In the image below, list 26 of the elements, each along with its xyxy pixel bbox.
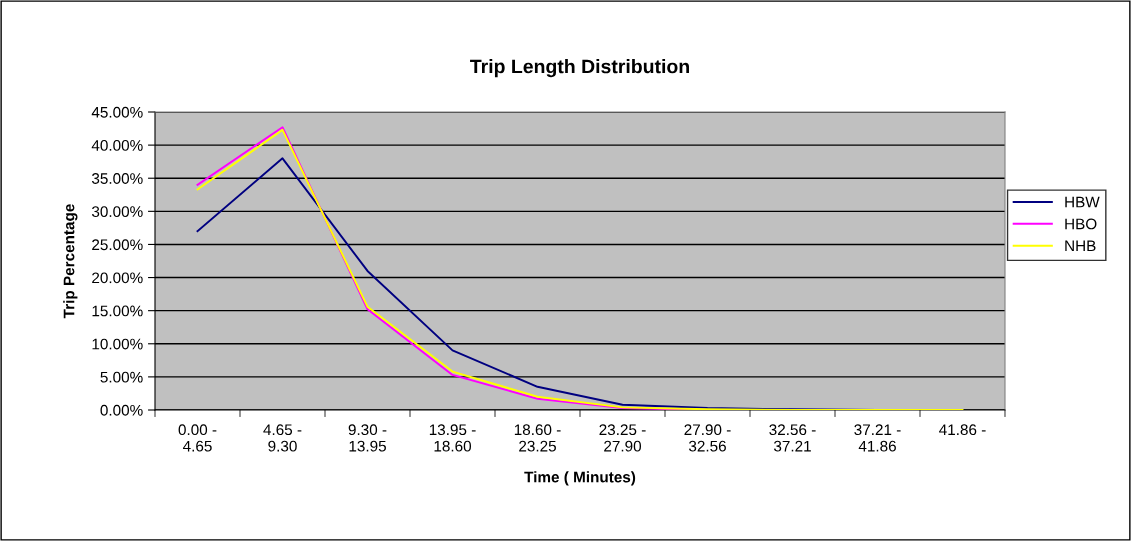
y-tick-label: 30.00% [91,206,143,218]
y-tick-label: 40.00% [91,139,143,151]
x-tick-label: 32.56 - 37.21 [769,424,816,452]
y-axis-title: Trip Percentage [63,204,78,319]
y-tick-label: 35.00% [91,173,143,184]
x-tick-label: 9.30 - 13.95 [348,424,387,452]
x-tick-label: 18.60 - 23.25 [514,424,561,452]
x-tick-label: 23.25 - 27.90 [599,424,646,452]
legend-label: HBW [1065,196,1100,208]
y-tick-label: 15.00% [92,305,143,317]
x-tick-label: 37.21 - 41.86 [854,424,901,452]
x-axis-title: Time ( Minutes) [524,471,636,486]
chart-title: Trip Length Distribution [470,59,689,78]
y-tick-label: 25.00% [92,239,143,251]
x-tick-label: 4.65 - 9.30 [263,424,302,452]
legend-label: HBO [1065,218,1097,230]
y-tick-label: 5.00% [100,371,143,383]
x-tick-label: 27.90 - 32.56 [684,424,731,452]
y-tick-label: 10.00% [92,338,143,350]
legend-label: NHB [1065,240,1096,252]
y-tick-label: 20.00% [92,272,143,284]
x-tick-label: 0.00 - 4.65 [178,424,217,452]
x-tick-label: 41.86 - [939,424,986,436]
y-tick-label: 0.00% [100,404,143,416]
x-tick-label: 13.95 - 18.60 [429,424,476,452]
y-tick-label: 45.00% [91,106,143,118]
